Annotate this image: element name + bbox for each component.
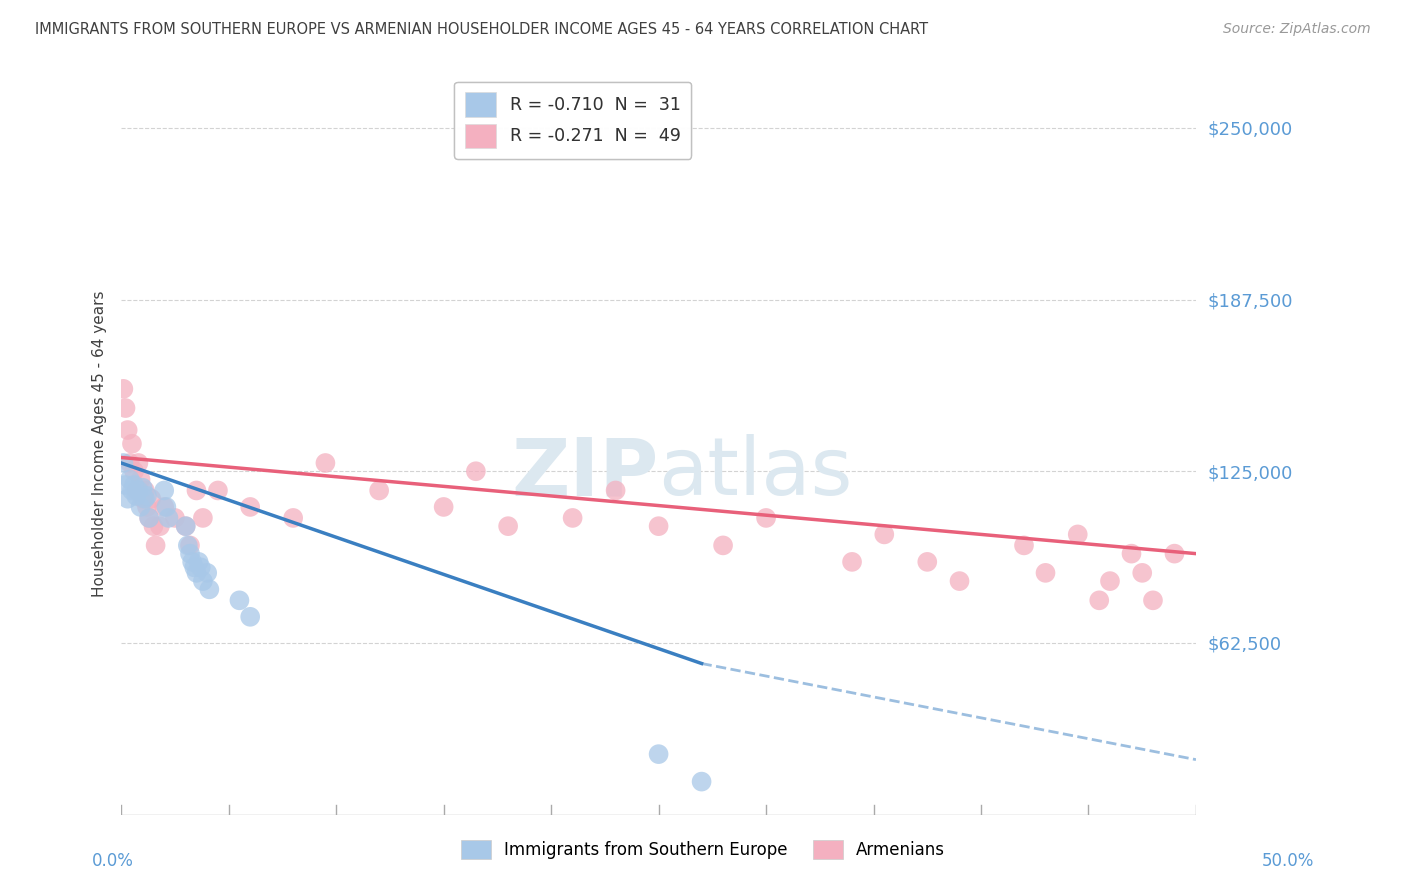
- Point: [283, 511, 305, 525]
- Text: atlas: atlas: [658, 434, 853, 512]
- Point: [198, 582, 221, 597]
- Point: [1035, 566, 1057, 580]
- Point: [134, 491, 156, 506]
- Point: [121, 483, 143, 498]
- Point: [917, 555, 939, 569]
- Point: [605, 483, 627, 498]
- Point: [464, 464, 486, 478]
- Point: [129, 473, 152, 487]
- Point: [181, 555, 204, 569]
- Legend: R = -0.710  N =  31, R = -0.271  N =  49: R = -0.710 N = 31, R = -0.271 N = 49: [454, 82, 690, 159]
- Point: [873, 527, 896, 541]
- Point: [368, 483, 391, 498]
- Point: [187, 555, 209, 569]
- Point: [690, 774, 713, 789]
- Point: [1130, 566, 1153, 580]
- Point: [149, 519, 172, 533]
- Text: 50.0%: 50.0%: [1263, 852, 1315, 870]
- Point: [145, 538, 167, 552]
- Point: [1012, 538, 1035, 552]
- Point: [134, 483, 156, 498]
- Point: [157, 511, 180, 525]
- Point: [153, 500, 176, 514]
- Point: [138, 511, 160, 525]
- Point: [121, 436, 143, 450]
- Point: [207, 483, 229, 498]
- Point: [186, 566, 208, 580]
- Point: [142, 519, 165, 533]
- Text: IMMIGRANTS FROM SOUTHERN EUROPE VS ARMENIAN HOUSEHOLDER INCOME AGES 45 - 64 YEAR: IMMIGRANTS FROM SOUTHERN EUROPE VS ARMEN…: [35, 22, 928, 37]
- Point: [179, 538, 201, 552]
- Point: [155, 500, 177, 514]
- Point: [496, 519, 519, 533]
- Point: [190, 560, 212, 574]
- Point: [132, 481, 155, 495]
- Point: [153, 483, 176, 498]
- Point: [112, 382, 135, 396]
- Point: [117, 491, 139, 506]
- Point: [118, 456, 141, 470]
- Point: [1098, 574, 1121, 588]
- Point: [239, 500, 262, 514]
- Y-axis label: Householder Income Ages 45 - 64 years: Householder Income Ages 45 - 64 years: [93, 291, 107, 597]
- Point: [195, 566, 218, 580]
- Point: [112, 456, 135, 470]
- Point: [1142, 593, 1164, 607]
- Point: [948, 574, 970, 588]
- Point: [647, 519, 669, 533]
- Point: [191, 574, 214, 588]
- Point: [118, 473, 141, 487]
- Point: [163, 511, 186, 525]
- Point: [1121, 547, 1143, 561]
- Point: [117, 423, 139, 437]
- Point: [239, 609, 262, 624]
- Point: [132, 491, 155, 506]
- Point: [125, 489, 148, 503]
- Point: [647, 747, 669, 761]
- Point: [1088, 593, 1111, 607]
- Point: [114, 478, 136, 492]
- Point: [186, 483, 208, 498]
- Point: [314, 456, 336, 470]
- Point: [1067, 527, 1090, 541]
- Point: [136, 500, 159, 514]
- Point: [191, 511, 214, 525]
- Point: [122, 478, 145, 492]
- Point: [125, 483, 148, 498]
- Point: [174, 519, 197, 533]
- Point: [228, 593, 250, 607]
- Text: ZIP: ZIP: [512, 434, 658, 512]
- Text: Source: ZipAtlas.com: Source: ZipAtlas.com: [1223, 22, 1371, 37]
- Point: [136, 489, 159, 503]
- Point: [114, 401, 136, 415]
- Point: [841, 555, 863, 569]
- Point: [1163, 547, 1185, 561]
- Text: 0.0%: 0.0%: [91, 852, 134, 870]
- Point: [711, 538, 734, 552]
- Point: [141, 491, 163, 506]
- Point: [755, 511, 778, 525]
- Point: [129, 500, 152, 514]
- Point: [179, 547, 201, 561]
- Point: [433, 500, 456, 514]
- Point: [127, 456, 149, 470]
- Point: [138, 511, 160, 525]
- Point: [174, 519, 197, 533]
- Point: [183, 560, 205, 574]
- Point: [561, 511, 583, 525]
- Point: [177, 538, 200, 552]
- Point: [122, 464, 145, 478]
- Legend: Immigrants from Southern Europe, Armenians: Immigrants from Southern Europe, Armenia…: [454, 833, 952, 866]
- Point: [127, 483, 149, 498]
